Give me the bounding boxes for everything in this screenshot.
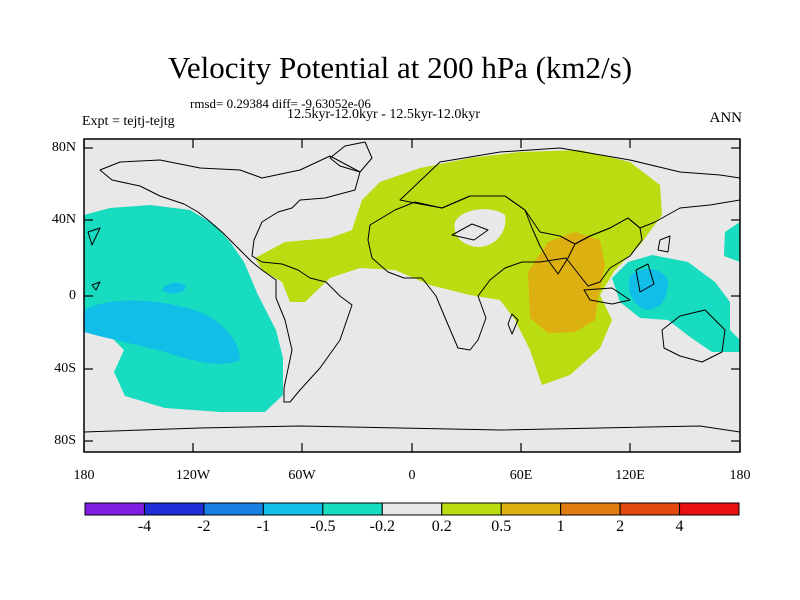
colorbar-label: 0.2 xyxy=(431,518,452,535)
negative-region-cyan-dateline xyxy=(724,222,740,262)
colorbar-label: 1 xyxy=(556,518,565,535)
lat-label: 40S xyxy=(54,361,76,376)
colorbar-swatch xyxy=(84,502,145,516)
lat-label: 0 xyxy=(69,288,76,303)
negative-region-lightblue-pacific xyxy=(84,300,240,364)
lon-label: 180 xyxy=(73,468,95,483)
colorbar-label: -0.2 xyxy=(369,518,395,535)
axis-ticks xyxy=(83,139,741,452)
colorbar-label: 0.5 xyxy=(491,518,512,535)
colorbar-label: 4 xyxy=(675,518,684,535)
lat-label: 40N xyxy=(51,212,76,227)
lon-label: 60W xyxy=(288,468,316,483)
colorbar-swatch xyxy=(560,502,621,516)
colorbar-label: -0.5 xyxy=(310,518,336,535)
lat-label: 80S xyxy=(54,433,76,448)
colorbar-swatch xyxy=(322,502,383,516)
subtitle: 12.5kyr-12.0kyr - 12.5kyr-12.0kyr xyxy=(287,107,481,122)
colorbar-label: 2 xyxy=(616,518,625,535)
colorbar-swatch xyxy=(262,502,324,516)
colorbar xyxy=(84,502,740,516)
colorbar-swatch xyxy=(381,502,443,516)
neutral-hole xyxy=(454,209,506,247)
chart-title: Velocity Potential at 200 hPa (km2/s) xyxy=(167,50,633,85)
colorbar-swatch xyxy=(500,502,562,516)
colorbar-swatch xyxy=(441,502,502,516)
lon-label: 120E xyxy=(615,468,645,483)
season-label: ANN xyxy=(709,110,743,126)
colorbar-swatch xyxy=(619,502,681,516)
coastlines xyxy=(84,141,740,433)
lon-label: 120W xyxy=(175,468,211,483)
lon-label: 60E xyxy=(509,468,533,483)
positive-region-orange xyxy=(528,232,605,333)
negative-region-lightblue-westpac xyxy=(628,268,668,310)
colorbar-swatch xyxy=(143,502,205,516)
colorbar-label: -2 xyxy=(197,518,211,535)
colorbar-label: -4 xyxy=(137,518,152,535)
contour-field xyxy=(84,139,740,452)
stats-label: rmsd= 0.29384 diff= -9.63052e-06 xyxy=(190,96,371,111)
lat-label: 80N xyxy=(51,140,76,155)
lon-label: 180 xyxy=(729,468,751,483)
negative-region-lightblue-dot xyxy=(162,282,186,294)
colorbar-swatch xyxy=(203,502,264,516)
experiment-label: Expt = tejtj-tejtg xyxy=(82,114,175,129)
colorbar-label: -1 xyxy=(256,518,271,535)
colorbar-swatch xyxy=(679,502,740,516)
lon-label: 0 xyxy=(408,468,416,483)
